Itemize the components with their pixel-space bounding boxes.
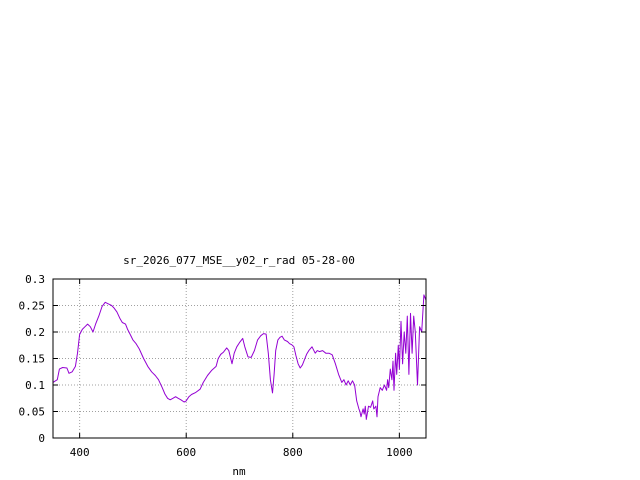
y-tick-label: 0: [38, 432, 45, 445]
series-line: [52, 294, 427, 420]
y-axis: 0 0.05 0.1 0.15 0.2 0.25 0.3: [19, 273, 426, 445]
chart-title: sr_2026_077_MSE__y02_r_rad 05-28-00: [123, 254, 355, 267]
x-tick-label: 600: [176, 446, 196, 459]
x-axis: 400 600 800 1000: [70, 279, 413, 459]
x-axis-label: nm: [232, 465, 246, 478]
y-tick-label: 0.1: [25, 379, 45, 392]
y-tick-label: 0.05: [19, 406, 46, 419]
x-tick-label: 800: [283, 446, 303, 459]
y-tick-label: 0.3: [25, 273, 45, 286]
series-layer: [52, 294, 427, 420]
y-tick-label: 0.2: [25, 326, 45, 339]
x-tick-label: 1000: [386, 446, 413, 459]
y-tick-label: 0.25: [19, 300, 46, 313]
x-tick-label: 400: [70, 446, 90, 459]
y-tick-label: 0.15: [19, 353, 46, 366]
grid: [53, 279, 426, 438]
